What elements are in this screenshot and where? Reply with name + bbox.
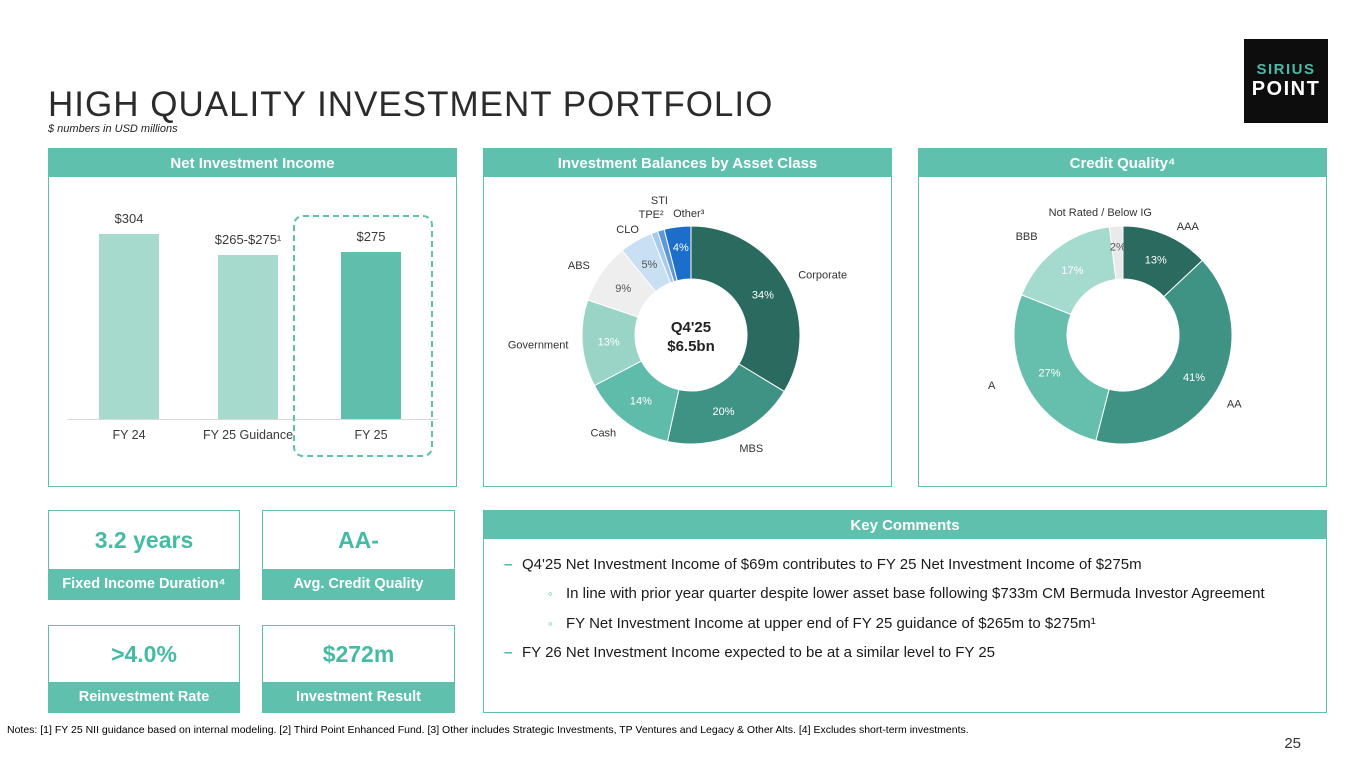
stat-value: >4.0% bbox=[111, 640, 177, 667]
donut-category-label: A bbox=[988, 380, 996, 392]
panel-title-key-comments: Key Comments bbox=[484, 511, 1326, 539]
bar-category-label: FY 24 bbox=[112, 428, 146, 442]
donut-category-label: Corporate bbox=[798, 270, 847, 282]
fy25-highlight-box bbox=[293, 215, 433, 457]
donut-category-label: Other³ bbox=[673, 208, 705, 220]
donut-category-label: BBB bbox=[1016, 231, 1038, 243]
donut-percent-label: 5% bbox=[641, 259, 657, 271]
donut-percent-label: 13% bbox=[1145, 254, 1167, 266]
page-number: 25 bbox=[1284, 735, 1301, 752]
donut-slice bbox=[690, 225, 801, 393]
donut-percent-label: 17% bbox=[1061, 265, 1083, 277]
donut-percent-label: 20% bbox=[712, 406, 734, 418]
stat-box-1: AA- Avg. Credit Quality bbox=[262, 510, 455, 600]
donut-category-label: Government bbox=[508, 340, 569, 352]
donut-category-label: AAA bbox=[1177, 221, 1200, 233]
donut-percent-label: 27% bbox=[1038, 368, 1060, 380]
donut-percent-label: 41% bbox=[1183, 372, 1205, 384]
stat-label: Avg. Credit Quality bbox=[263, 569, 454, 599]
donut-category-label: CLO bbox=[616, 224, 639, 236]
bar-value-label: $304 bbox=[114, 211, 144, 226]
stat-box-2: >4.0% Reinvestment Rate bbox=[48, 625, 240, 713]
donut-percent-label: 9% bbox=[615, 283, 631, 295]
bar-category-label: FY 25 bbox=[354, 428, 388, 442]
bar-category-label: FY 25 Guidance bbox=[202, 428, 294, 442]
x-axis bbox=[67, 419, 438, 420]
key-comment-item: ◦ In line with prior year quarter despite… bbox=[548, 584, 1306, 604]
credit-quality-panel: Credit Quality⁴ 13% AAA 41% AA 27% A 17% BBB 2% N… bbox=[918, 148, 1327, 487]
stat-label: Reinvestment Rate bbox=[49, 682, 239, 712]
donut-slice bbox=[1108, 225, 1124, 280]
asset-class-chart-area: 34% Corporate 20% MBS 14% Cash 13% Government 9%… bbox=[484, 177, 891, 486]
key-comment-item: – FY 26 Net Investment Income expected to… bbox=[504, 643, 1306, 663]
donut-slice bbox=[1095, 259, 1233, 445]
net-investment-income-bar-chart: $304 FY 24 $265-$275¹ FY 25 Guidance $275 FY … bbox=[49, 177, 456, 486]
donut-category-label: Not Rated / Below IG bbox=[1049, 207, 1152, 219]
asset-class-panel: Investment Balances by Asset Class 34% Co… bbox=[483, 148, 892, 487]
bullet-icon: – bbox=[504, 556, 513, 573]
donut-slice bbox=[1013, 294, 1110, 442]
key-comment-item: – Q4'25 Net Investment Income of $69m con… bbox=[504, 555, 1306, 575]
donut-category-label: Cash bbox=[591, 428, 617, 440]
stats-grid: 3.2 years Fixed Income Duration⁴ AA- Avg. C… bbox=[48, 510, 455, 713]
bar-value-label: $265-$275¹ bbox=[214, 232, 282, 247]
key-comments-body: – Q4'25 Net Investment Income of $69m con… bbox=[484, 539, 1326, 663]
units-note: $ numbers in USD millions bbox=[48, 123, 178, 135]
bar bbox=[341, 252, 401, 419]
bar-value-label: $275 bbox=[356, 229, 386, 244]
stat-box-3: $272m Investment Result bbox=[262, 625, 455, 713]
bar bbox=[99, 234, 159, 419]
stat-label: Investment Result bbox=[263, 682, 454, 712]
panel-title-credit-quality: Credit Quality⁴ bbox=[919, 149, 1326, 177]
donut-category-label: AA bbox=[1227, 399, 1242, 411]
donut-category-label: ABS bbox=[568, 260, 590, 272]
panel-title-asset-class: Investment Balances by Asset Class bbox=[484, 149, 891, 177]
bar bbox=[218, 255, 278, 419]
donut-percent-label: 13% bbox=[598, 336, 620, 348]
donut-slice bbox=[663, 225, 692, 282]
donut-percent-label: 14% bbox=[630, 396, 652, 408]
bullet-icon: ◦ bbox=[548, 586, 553, 602]
stat-label: Fixed Income Duration⁴ bbox=[49, 569, 239, 599]
donut-center-label-total: $6.5bn bbox=[667, 338, 715, 355]
stat-value: AA- bbox=[338, 526, 379, 553]
stat-value: $272m bbox=[322, 640, 395, 667]
siriuspoint-logo: SIRIUS POINT bbox=[1244, 39, 1328, 123]
stat-value: 3.2 years bbox=[94, 526, 194, 553]
footnotes: Notes: [1] FY 25 NII guidance based on i… bbox=[7, 724, 969, 736]
donut-category-label: MBS bbox=[739, 443, 763, 455]
donut-center-label-period: Q4'25 bbox=[671, 319, 711, 336]
key-comment-text: In line with prior year quarter despite … bbox=[566, 585, 1265, 603]
stat-box-0: 3.2 years Fixed Income Duration⁴ bbox=[48, 510, 240, 600]
key-comment-text: FY Net Investment Income at upper end of… bbox=[566, 614, 1096, 632]
donut-percent-label: 4% bbox=[673, 242, 689, 254]
logo-text-point: POINT bbox=[1251, 78, 1321, 101]
page-title: HIGH QUALITY INVESTMENT PORTFOLIO bbox=[48, 85, 774, 125]
bullet-icon: – bbox=[504, 643, 513, 661]
credit-quality-chart-area: 13% AAA 41% AA 27% A 17% BBB 2% Not Rated / Below… bbox=[919, 177, 1326, 486]
donut-category-label: STI bbox=[651, 195, 668, 207]
key-comments-panel: Key Comments – Q4'25 Net Investment Incom… bbox=[483, 510, 1327, 713]
bullet-icon: ◦ bbox=[548, 615, 553, 631]
key-comment-item: ◦ FY Net Investment Income at upper end o… bbox=[548, 614, 1306, 634]
asset-class-donut-chart: 34% Corporate 20% MBS 14% Cash 13% Government 9%… bbox=[508, 195, 847, 455]
donut-percent-label: 34% bbox=[752, 290, 774, 302]
panel-title-net-investment-income: Net Investment Income bbox=[49, 149, 456, 177]
credit-quality-donut-chart: 13% AAA 41% AA 27% A 17% BBB 2% Not Rated / Below… bbox=[988, 207, 1242, 445]
net-investment-income-panel: Net Investment Income $304 FY 24 $265-$275… bbox=[48, 148, 457, 487]
donut-percent-label: 2% bbox=[1110, 242, 1126, 254]
logo-text-sirius: SIRIUS bbox=[1256, 60, 1316, 78]
key-comment-text: Q4'25 Net Investment Income of $69m cont… bbox=[522, 556, 1142, 573]
key-comment-text: FY 26 Net Investment Income expected to … bbox=[522, 643, 996, 661]
donut-category-label: TPE² bbox=[639, 209, 664, 221]
